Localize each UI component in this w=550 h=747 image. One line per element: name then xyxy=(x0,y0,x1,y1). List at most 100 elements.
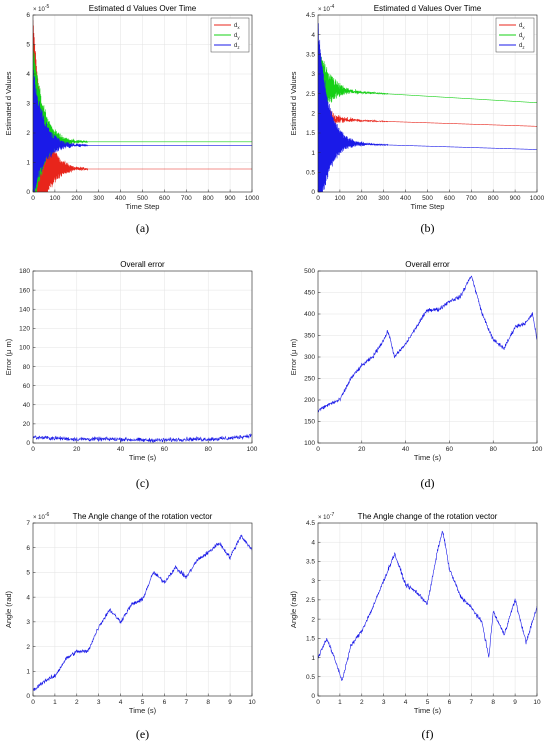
chart-title: Estimated d Values Over Time xyxy=(89,4,197,13)
x-tick-label: 80 xyxy=(490,446,498,453)
y-tick-label: 2.5 xyxy=(306,597,315,604)
panel-caption: (d) xyxy=(421,476,435,490)
y-tick-label: 150 xyxy=(304,419,315,426)
y-tick-label: 2 xyxy=(26,130,30,137)
x-tick-label: 2 xyxy=(360,699,364,706)
x-tick-label: 100 xyxy=(247,446,258,453)
x-tick-label: 7 xyxy=(184,699,188,706)
y-tick-label: 3.5 xyxy=(306,559,315,566)
y-tick-label: 1 xyxy=(26,668,30,675)
chart-panel: 0 20 40 60 80 100 0 20 40 60 80 100 120 140 160 180 Over… xyxy=(4,260,258,490)
axes-box xyxy=(32,270,253,444)
y-axis-label: Angle (rad) xyxy=(289,590,298,628)
legend-entry: dz xyxy=(234,43,240,50)
x-tick-label: 8 xyxy=(206,699,210,706)
y-tick-label: 2 xyxy=(26,644,30,651)
y-tick-label: 6 xyxy=(26,545,30,552)
y-tick-label: 2 xyxy=(311,616,315,623)
x-tick-label: 6 xyxy=(448,699,452,706)
y-tick-label: 0.5 xyxy=(306,674,315,681)
y-tick-label: 1.5 xyxy=(306,636,315,643)
y-axis-label: Error (μ m) xyxy=(4,338,13,375)
y-tick-label: 0 xyxy=(26,189,30,196)
y-tick-label: 3.5 xyxy=(306,52,315,59)
x-tick-label: 5 xyxy=(426,699,430,706)
y-tick-label: 2.5 xyxy=(306,91,315,98)
chart-title: Estimated d Values Over Time xyxy=(374,4,482,13)
x-tick-label: 2 xyxy=(75,699,79,706)
x-tick-label: 400 xyxy=(115,195,126,202)
y-multiplier-label: × 10-4 xyxy=(318,4,335,13)
x-tick-label: 200 xyxy=(356,195,367,202)
x-tick-label: 100 xyxy=(334,195,345,202)
x-tick-label: 3 xyxy=(97,699,101,706)
legend-entry: dz xyxy=(519,43,525,50)
x-tick-label: 500 xyxy=(137,195,148,202)
x-tick-label: 6 xyxy=(163,699,167,706)
x-tick-label: 0 xyxy=(316,195,320,202)
chart-panel: 0 1 2 3 4 5 6 7 8 9 10 0 0.5 1 1.5 2 2.5 3 3.5 4 4.5 The Angl… xyxy=(289,512,541,741)
y-tick-label: 5 xyxy=(26,42,30,49)
x-tick-label: 1000 xyxy=(530,195,545,202)
y-tick-label: 20 xyxy=(23,421,31,428)
y-tick-label: 40 xyxy=(23,402,31,409)
x-tick-label: 1000 xyxy=(245,195,260,202)
y-tick-label: 80 xyxy=(23,364,31,371)
y-tick-label: 300 xyxy=(304,354,315,361)
x-tick-label: 4 xyxy=(404,699,408,706)
y-tick-label: 0 xyxy=(26,440,30,447)
y-tick-label: 1 xyxy=(311,150,315,157)
series-group xyxy=(318,23,537,192)
y-tick-label: 1.5 xyxy=(306,130,315,137)
y-axis-label: Error (μ m) xyxy=(289,338,298,375)
x-axis-label: Time Step xyxy=(126,202,160,211)
series-line xyxy=(318,95,537,136)
x-tick-label: 40 xyxy=(117,446,125,453)
y-multiplier-label: × 10-5 xyxy=(33,4,50,13)
x-tick-label: 20 xyxy=(73,446,81,453)
chart-title: Overall error xyxy=(405,260,450,269)
x-tick-label: 0 xyxy=(31,446,35,453)
series-group xyxy=(33,534,252,692)
x-tick-label: 100 xyxy=(49,195,60,202)
y-tick-label: 4 xyxy=(311,32,315,39)
y-axis-label: Angle (rad) xyxy=(4,590,13,628)
y-tick-label: 1 xyxy=(26,160,30,167)
legend-entry: dy xyxy=(519,33,525,40)
y-tick-label: 60 xyxy=(23,383,31,390)
y-tick-label: 200 xyxy=(304,397,315,404)
x-tick-label: 60 xyxy=(446,446,454,453)
x-tick-label: 400 xyxy=(400,195,411,202)
plot-area xyxy=(33,271,252,443)
chart-panel: 0 20 40 60 80 100 100 150 200 250 300 350 400 450 500 O… xyxy=(289,260,543,490)
x-axis-label: Time Step xyxy=(411,202,445,211)
x-tick-label: 300 xyxy=(378,195,389,202)
y-tick-label: 3 xyxy=(311,71,315,78)
series-group xyxy=(33,20,252,192)
y-tick-label: 6 xyxy=(26,12,30,19)
x-tick-label: 0 xyxy=(316,699,320,706)
series-line xyxy=(318,275,537,413)
x-tick-label: 800 xyxy=(203,195,214,202)
series-line xyxy=(33,70,252,192)
chart-panel: 0 1 2 3 4 5 6 7 8 9 10 0 1 2 3 4 5 6 7 The Angle change of … xyxy=(4,512,256,741)
y-tick-label: 3 xyxy=(311,578,315,585)
y-tick-label: 0 xyxy=(311,189,315,196)
y-tick-label: 7 xyxy=(26,520,30,527)
x-tick-label: 4 xyxy=(119,699,123,706)
y-tick-label: 450 xyxy=(304,290,315,297)
y-tick-label: 5 xyxy=(26,570,30,577)
x-tick-label: 7 xyxy=(469,699,473,706)
series-line xyxy=(318,23,537,192)
x-tick-label: 40 xyxy=(402,446,410,453)
x-tick-label: 5 xyxy=(141,699,145,706)
chart-title: The Angle change of the rotation vector xyxy=(73,512,213,521)
x-axis-label: Time (s) xyxy=(129,706,157,715)
y-tick-label: 2 xyxy=(311,111,315,118)
x-tick-label: 8 xyxy=(491,699,495,706)
y-tick-label: 4.5 xyxy=(306,520,315,527)
series-group xyxy=(318,530,537,681)
y-tick-label: 350 xyxy=(304,333,315,340)
legend-entry: dx xyxy=(234,23,240,30)
y-multiplier-label: × 10-7 xyxy=(318,512,335,521)
